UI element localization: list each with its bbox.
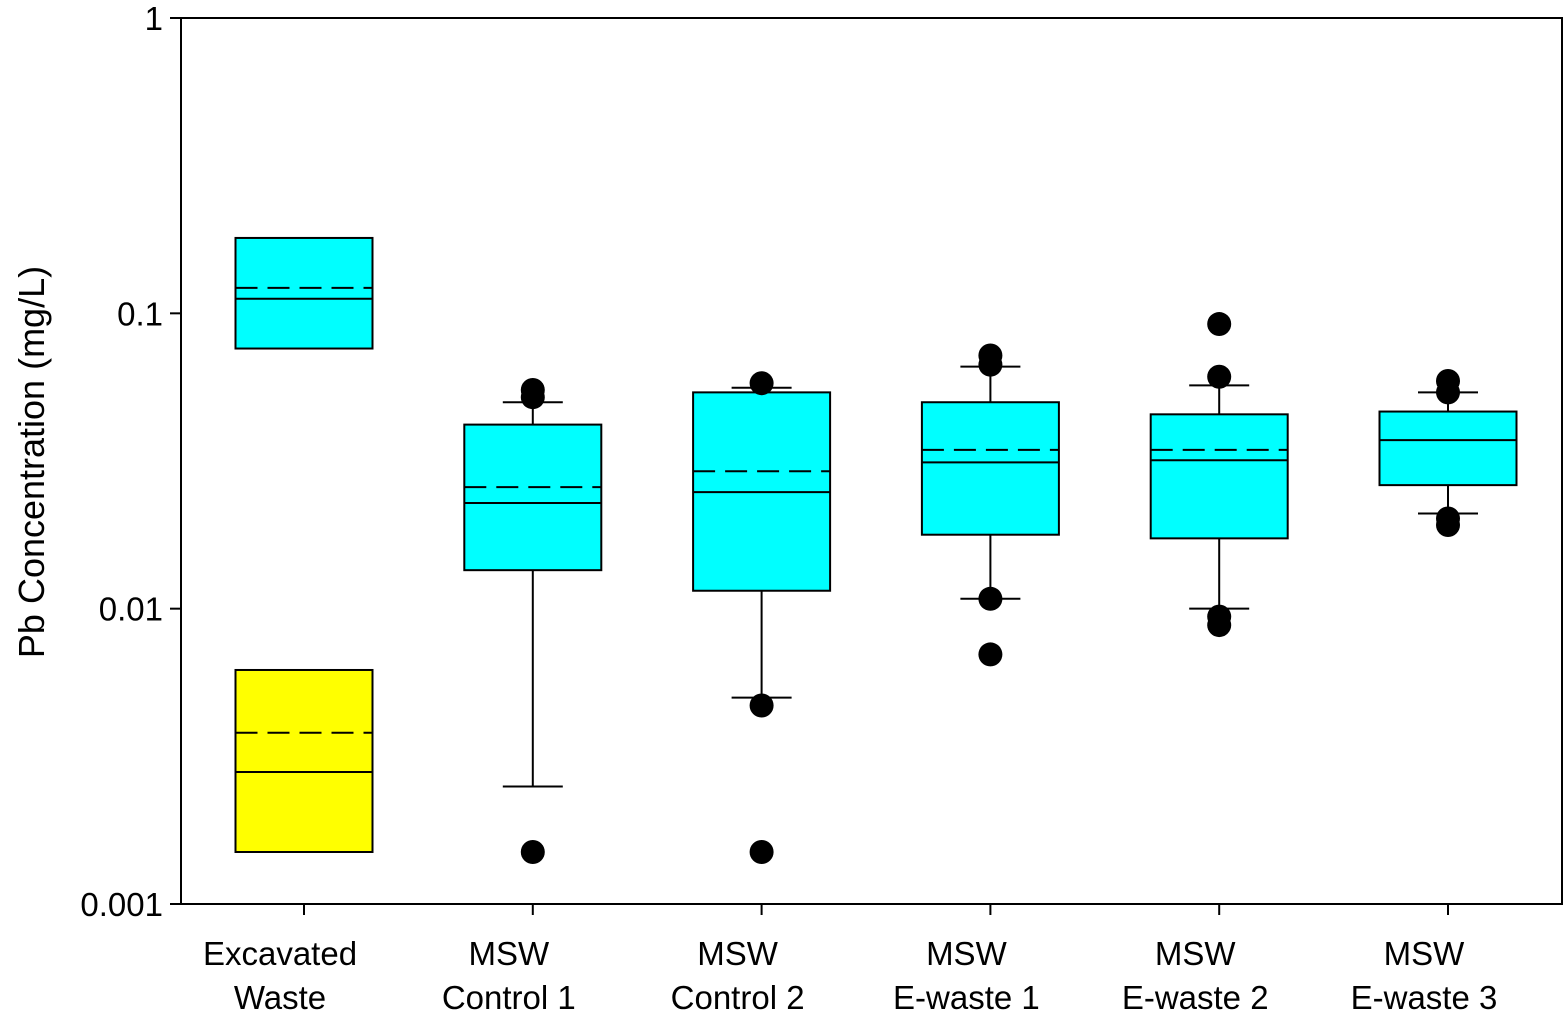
x-category-label: Excavated bbox=[203, 935, 357, 972]
box-iqr bbox=[1378, 410, 1518, 487]
box-group bbox=[234, 668, 374, 853]
outlier-point bbox=[978, 642, 1003, 667]
plot-frame bbox=[180, 17, 1563, 905]
outlier-point bbox=[1436, 506, 1460, 531]
x-category-label: MSW bbox=[926, 935, 1008, 972]
outlier-point bbox=[978, 586, 1003, 611]
y-axis-label: Pb Concentration (mg/L) bbox=[11, 266, 52, 658]
y-tick-label: 0.01 bbox=[99, 591, 163, 628]
outlier-point bbox=[520, 839, 545, 864]
y-tick-label: 0.1 bbox=[117, 295, 163, 332]
x-category-label: Control 2 bbox=[671, 979, 805, 1016]
outlier-point bbox=[1207, 364, 1232, 389]
box-group bbox=[920, 343, 1060, 667]
x-category-label: E-waste 1 bbox=[893, 979, 1040, 1016]
x-category-label: MSW bbox=[697, 935, 779, 972]
box-iqr bbox=[234, 236, 374, 350]
outlier-point bbox=[749, 693, 774, 718]
outlier-point bbox=[1207, 604, 1232, 629]
box-group bbox=[692, 371, 832, 864]
outlier-point bbox=[1436, 369, 1460, 394]
x-category-label: Control 1 bbox=[442, 979, 576, 1016]
x-category-label: MSW bbox=[1384, 935, 1466, 972]
outlier-point bbox=[1207, 312, 1232, 337]
outlier-point bbox=[749, 371, 774, 396]
box-iqr bbox=[234, 668, 374, 853]
outlier-point bbox=[978, 343, 1003, 368]
x-category-label: Waste bbox=[234, 979, 326, 1016]
box-group bbox=[1149, 312, 1289, 638]
box-group bbox=[234, 236, 374, 350]
x-category-label: E-waste 3 bbox=[1351, 979, 1498, 1016]
outlier-point bbox=[520, 378, 545, 403]
x-category-label: E-waste 2 bbox=[1122, 979, 1269, 1016]
box-iqr bbox=[1149, 413, 1289, 540]
box-iqr bbox=[463, 423, 603, 572]
y-tick-label: 0.001 bbox=[80, 886, 163, 923]
box-iqr bbox=[920, 401, 1060, 536]
box-group bbox=[463, 378, 603, 864]
y-tick-label: 1 bbox=[145, 0, 163, 37]
box-group bbox=[1378, 369, 1518, 537]
x-category-label: MSW bbox=[468, 935, 550, 972]
x-category-label: MSW bbox=[1155, 935, 1237, 972]
outlier-point bbox=[749, 839, 774, 864]
